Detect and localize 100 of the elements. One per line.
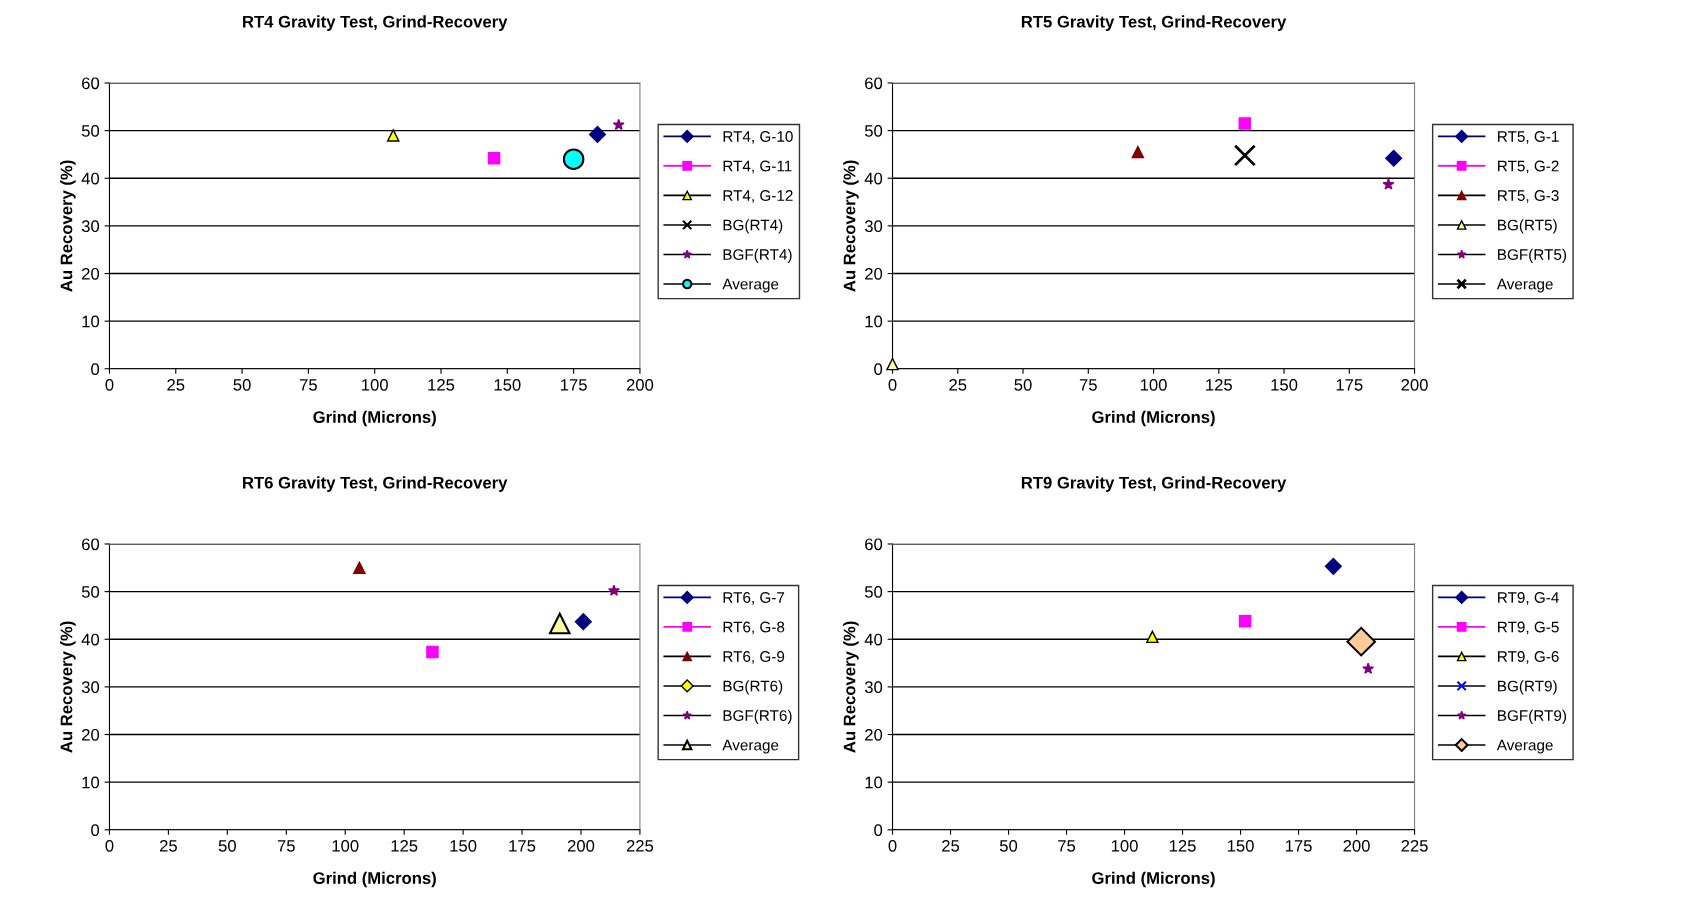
legend-label: RT6, G-9 (723, 651, 785, 664)
x-axis-title: Grind (Microns) (1092, 871, 1215, 888)
y-tick-label: 60 (865, 77, 883, 90)
x-tick-label: 50 (999, 839, 1018, 852)
y-tick-label: 40 (864, 633, 883, 646)
y-tick-label: 40 (864, 172, 883, 185)
legend-label: BGF(RT5) (1498, 248, 1567, 263)
x-tick-label: 0 (105, 378, 114, 391)
x-tick-label: 150 (1271, 378, 1298, 391)
y-tick-label: 30 (864, 681, 883, 694)
legend-label: RT9, G-5 (1498, 621, 1559, 635)
y-tick-label: 0 (91, 824, 100, 836)
y-tick-label: 40 (81, 172, 100, 185)
legend-label: BGF(RT4) (723, 248, 792, 263)
legend-label: RT4, G-10 (723, 131, 793, 144)
point (426, 645, 439, 659)
legend-label: BGF(RT6) (723, 709, 792, 724)
x-tick-label: 50 (1014, 378, 1032, 391)
point (886, 357, 899, 371)
x-tick-label: 125 (1206, 378, 1232, 391)
x-tick-label: 125 (391, 839, 418, 852)
point (588, 125, 607, 143)
x-tick-label: 200 (1343, 839, 1370, 852)
chart-title: RT5 Gravity Test, Grind-Recovery (1021, 15, 1287, 31)
y-tick-label: 50 (81, 586, 100, 598)
x-tick-label: 200 (1401, 378, 1428, 391)
point (1238, 117, 1252, 130)
x-tick-label: 125 (428, 378, 455, 391)
point (1346, 626, 1376, 657)
x-tick-label: 175 (1285, 840, 1312, 852)
y-tick-label: 10 (82, 776, 100, 789)
legend-label: RT5, G-1 (1498, 131, 1559, 144)
x-tick-label: 150 (494, 378, 521, 391)
x-tick-label: 225 (1401, 839, 1428, 852)
x-tick-label: 50 (218, 839, 236, 852)
legend-label: RT5, G-3 (1498, 190, 1559, 203)
x-tick-label: 25 (942, 839, 960, 852)
x-tick-label: 100 (362, 378, 388, 391)
y-tick-label: 60 (82, 77, 100, 90)
y-tick-label: 20 (82, 267, 100, 280)
x-tick-label: 125 (1169, 839, 1196, 852)
legend-label: BGF(RT9) (1498, 709, 1567, 724)
point (574, 613, 592, 631)
x-tick-label: 25 (949, 378, 967, 391)
legend-label: Average (722, 278, 779, 293)
x-tick-label: 100 (1111, 839, 1138, 852)
legend-label: BG(RT9) (1498, 680, 1557, 695)
x-tick-label: 50 (233, 378, 251, 391)
legend-label: RT9, G-4 (1498, 592, 1559, 605)
legend-label: RT4, G-11 (723, 160, 792, 174)
point (549, 612, 571, 635)
y-tick-label: 50 (81, 125, 100, 137)
legend-label: Average (1496, 278, 1553, 293)
y-axis-title: Au Recovery (%) (843, 160, 859, 292)
x-tick-label: 150 (1227, 839, 1254, 852)
x-tick-label: 175 (509, 840, 536, 852)
y-tick-label: 50 (864, 125, 883, 137)
y-tick-label: 60 (865, 538, 883, 551)
x-tick-label: 0 (888, 839, 897, 852)
point (387, 129, 400, 142)
x-tick-label: 75 (277, 840, 295, 852)
legend-label: RT6, G-7 (723, 592, 785, 605)
x-tick-label: 175 (560, 379, 587, 391)
y-axis-title: Au Recovery (%) (843, 621, 859, 753)
legend-label: Average (1496, 739, 1553, 754)
point (608, 584, 620, 596)
y-axis-title: Au Recovery (%) (60, 160, 76, 292)
chart-title: RT4 Gravity Test, Grind-Recovery (243, 15, 508, 31)
x-tick-label: 0 (105, 839, 114, 852)
y-tick-label: 30 (81, 681, 100, 694)
legend-label: RT4, G-12 (723, 190, 793, 203)
legend-label: RT6, G-8 (723, 621, 785, 635)
point (1238, 614, 1252, 628)
x-tick-label: 0 (888, 378, 897, 391)
x-tick-label: 100 (1140, 378, 1167, 391)
x-axis-title: Grind (Microns) (1092, 410, 1215, 427)
y-tick-label: 10 (865, 315, 883, 328)
y-tick-label: 20 (865, 267, 883, 280)
point (1382, 178, 1395, 190)
point (1131, 145, 1145, 159)
y-tick-label: 0 (874, 363, 883, 375)
y-tick-label: 30 (81, 220, 100, 233)
y-tick-label: 50 (864, 586, 883, 598)
legend-label: BG(RT6) (723, 680, 783, 695)
y-tick-label: 20 (865, 728, 883, 741)
y-tick-label: 10 (865, 776, 883, 789)
y-tick-label: 0 (91, 363, 100, 375)
x-tick-label: 75 (1058, 840, 1076, 852)
point (1146, 630, 1159, 644)
x-tick-label: 75 (1079, 379, 1097, 391)
x-tick-label: 200 (626, 378, 654, 391)
y-tick-label: 10 (82, 315, 100, 328)
x-tick-label: 100 (332, 839, 359, 852)
x-tick-label: 25 (167, 378, 185, 391)
chart-title: RT9 Gravity Test, Grind-Recovery (1021, 476, 1287, 492)
point (1385, 149, 1403, 167)
x-tick-label: 225 (626, 839, 654, 852)
point (1324, 557, 1342, 575)
point (562, 148, 585, 170)
legend-label: BG(RT5) (1498, 219, 1557, 234)
